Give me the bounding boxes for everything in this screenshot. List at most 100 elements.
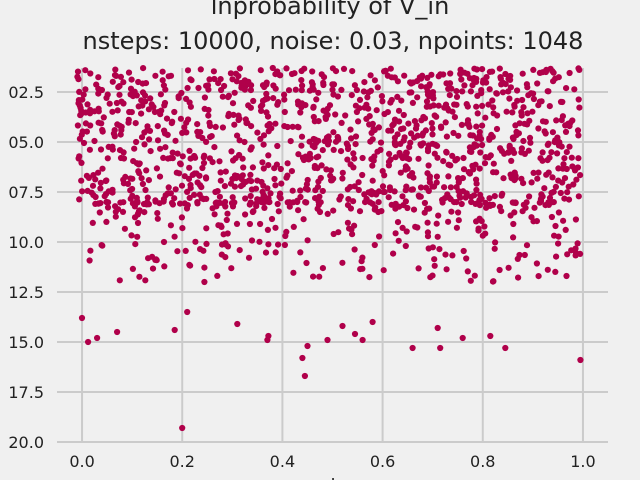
scatter-point: [524, 110, 531, 117]
scatter-point: [559, 113, 567, 120]
scatter-point: [181, 173, 188, 180]
scatter-point: [268, 215, 276, 223]
scatter-point: [399, 193, 406, 200]
scatter-point: [358, 258, 365, 265]
scatter-point: [239, 172, 246, 179]
scatter-point: [265, 152, 272, 159]
scatter-point: [139, 80, 146, 87]
x-tick-label: 0.0: [69, 452, 94, 471]
scatter-point: [429, 89, 437, 96]
scatter-point: [259, 188, 266, 195]
scatter-point: [453, 199, 460, 206]
scatter-point: [203, 240, 210, 247]
scatter-point: [330, 129, 337, 136]
scatter-point: [499, 190, 506, 197]
scatter-point: [459, 88, 466, 95]
scatter-point: [574, 127, 582, 134]
scatter-point: [349, 231, 356, 238]
scatter-point: [577, 172, 584, 179]
scatter-point: [487, 202, 494, 209]
scatter-point: [161, 263, 168, 270]
scatter-point: [211, 211, 218, 218]
scatter-points: [74, 64, 584, 432]
scatter-point: [179, 424, 186, 432]
scatter-point: [350, 150, 357, 157]
scatter-point: [172, 137, 179, 144]
scatter-point: [248, 237, 256, 244]
scatter-point: [568, 154, 575, 161]
scatter-point: [332, 68, 340, 75]
scatter-point: [267, 190, 274, 197]
scatter-point: [563, 272, 570, 280]
scatter-point: [478, 218, 485, 225]
scatter-point: [553, 117, 560, 124]
scatter-point: [330, 207, 337, 214]
scatter-point: [361, 79, 368, 86]
scatter-point: [198, 184, 205, 191]
scatter-point: [460, 188, 467, 195]
scatter-point: [478, 87, 485, 94]
scatter-point: [453, 101, 460, 108]
scatter-point: [424, 145, 432, 152]
scatter-point: [83, 128, 90, 135]
y-axis-ticks: 02.5 05.0 07.5 10.0 12.5 15.0 17.5 20.0: [8, 83, 44, 452]
scatter-point: [425, 187, 432, 195]
scatter-point: [455, 132, 462, 139]
scatter-point: [242, 195, 249, 202]
scatter-point: [434, 142, 441, 149]
scatter-point: [479, 102, 486, 109]
scatter-point: [286, 199, 293, 206]
scatter-point: [509, 234, 517, 241]
scatter-point: [455, 209, 462, 216]
scatter-point: [252, 185, 260, 192]
scatter-point: [204, 82, 212, 89]
scatter-point: [91, 137, 98, 145]
scatter-point: [157, 91, 164, 98]
scatter-point: [165, 184, 172, 191]
scatter-point: [466, 170, 473, 177]
scatter-point: [311, 144, 318, 151]
scatter-point: [299, 101, 306, 108]
scatter-point: [424, 229, 431, 236]
scatter-point: [206, 76, 213, 83]
scatter-point: [82, 67, 89, 74]
scatter-point: [228, 265, 235, 272]
scatter-point: [181, 200, 188, 207]
scatter-point: [531, 204, 538, 211]
scatter-point: [248, 144, 255, 151]
scatter-point: [209, 159, 216, 166]
x-tick-label: 0.2: [170, 452, 195, 471]
scatter-point: [473, 180, 480, 187]
scatter-point: [200, 159, 208, 167]
x-tick-label: 1.0: [570, 452, 595, 471]
scatter-point: [576, 104, 583, 111]
scatter-point: [94, 334, 101, 342]
scatter-point: [560, 217, 567, 224]
scatter-point: [422, 127, 429, 134]
scatter-point: [179, 129, 186, 136]
scatter-point: [272, 85, 279, 92]
scatter-point: [479, 66, 486, 73]
scatter-point: [139, 89, 147, 96]
scatter-point: [339, 322, 346, 330]
scatter-point: [435, 212, 442, 219]
scatter-point: [552, 268, 559, 275]
scatter-point: [154, 210, 161, 217]
scatter-point: [555, 240, 562, 247]
scatter-point: [549, 174, 556, 181]
scatter-point: [319, 147, 326, 154]
scatter-point: [164, 155, 172, 162]
scatter-point: [116, 91, 123, 98]
scatter-point: [120, 155, 128, 162]
scatter-point: [536, 199, 543, 206]
scatter-point: [534, 80, 541, 87]
scatter-point: [453, 93, 461, 100]
scatter-point: [149, 265, 157, 272]
scatter-point: [477, 149, 484, 156]
scatter-point: [541, 185, 548, 192]
scatter-point: [386, 184, 393, 191]
scatter-point: [526, 117, 533, 124]
scatter-point: [95, 108, 102, 115]
scatter-point: [264, 113, 272, 120]
scatter-point: [290, 223, 297, 230]
